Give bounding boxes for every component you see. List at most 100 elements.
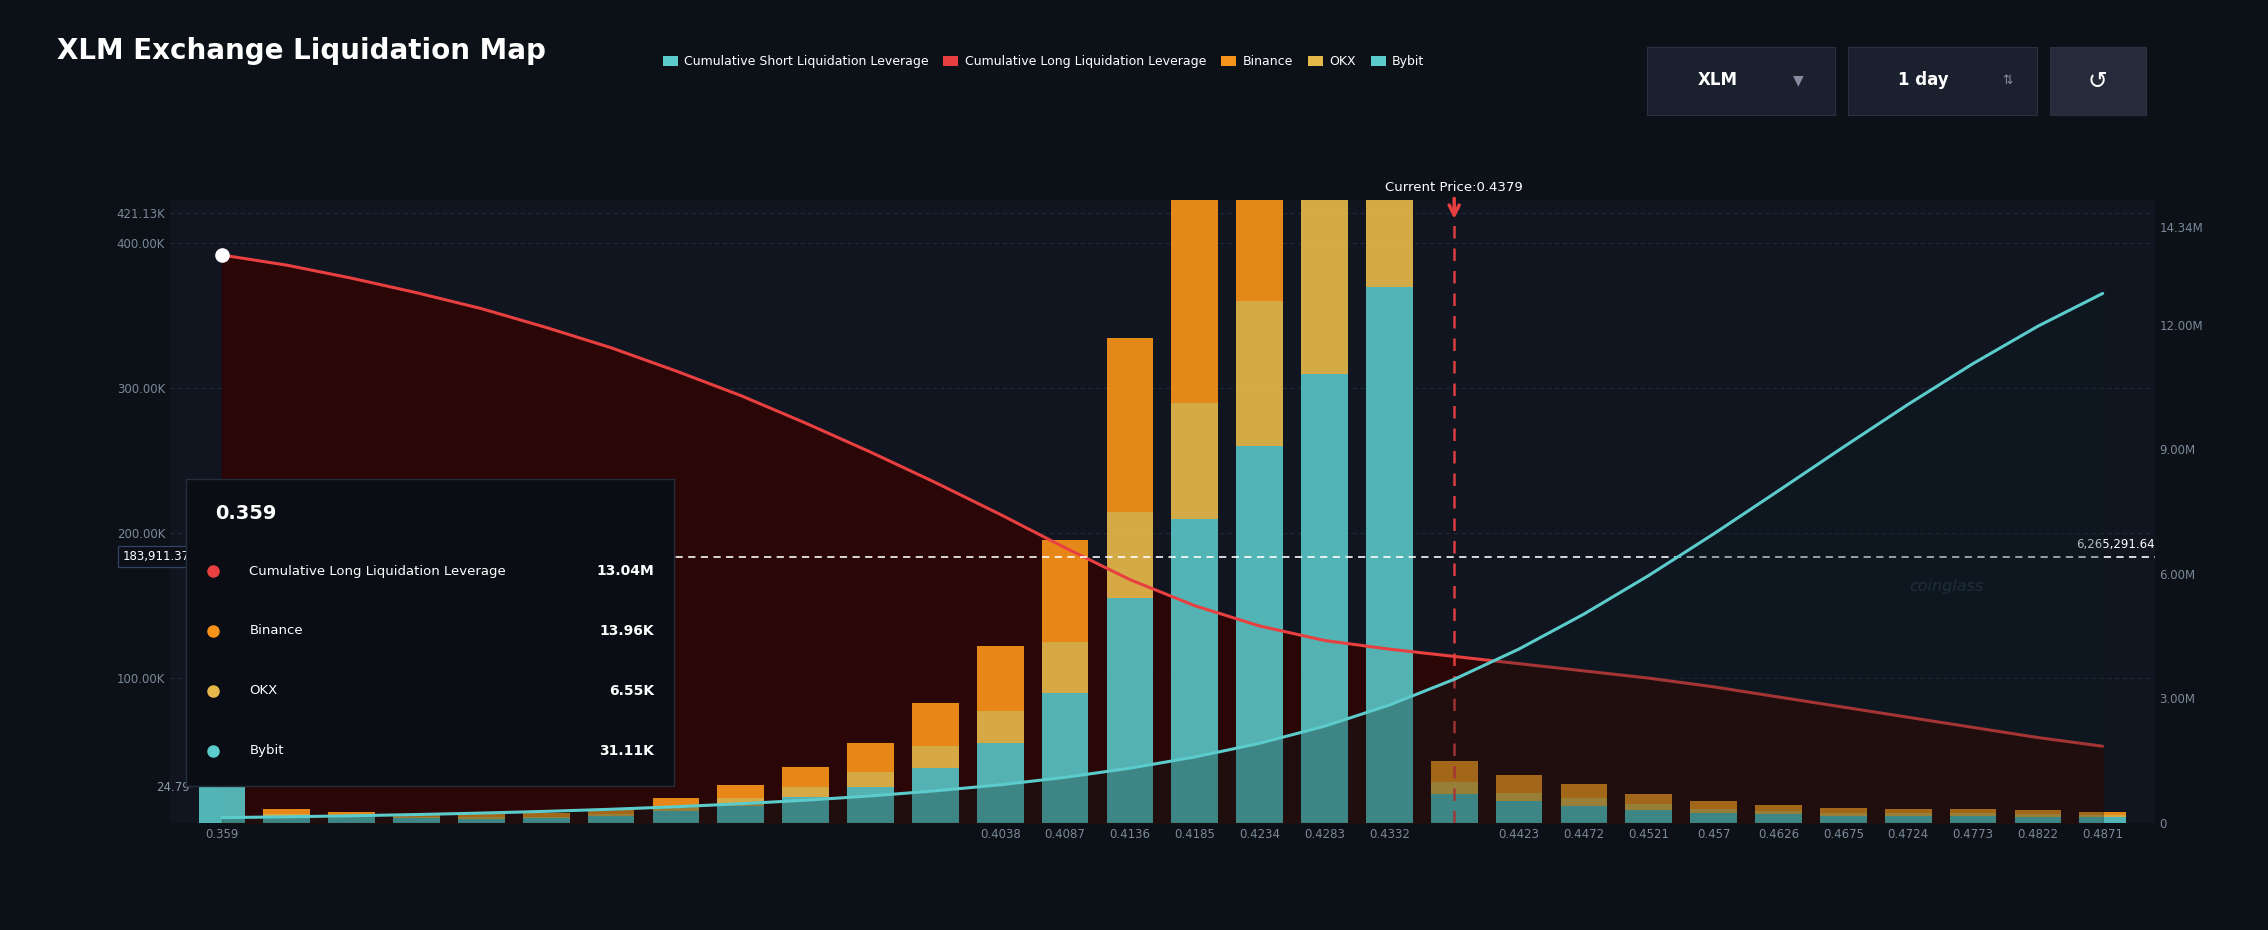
Bar xyxy=(1107,512,1152,598)
Bar xyxy=(848,787,894,823)
Bar xyxy=(2080,815,2125,817)
Bar xyxy=(1885,813,1932,816)
Bar xyxy=(1560,799,1608,805)
Text: Current Price:0.4379: Current Price:0.4379 xyxy=(1386,181,1524,194)
Bar xyxy=(1431,761,1476,782)
Bar xyxy=(1041,540,1089,642)
Bar xyxy=(329,812,374,816)
Bar xyxy=(848,772,894,787)
Bar xyxy=(1173,403,1218,519)
Bar xyxy=(329,817,374,823)
Text: Bybit: Bybit xyxy=(249,744,284,757)
Text: OKX: OKX xyxy=(249,684,277,698)
Text: ⇅: ⇅ xyxy=(2003,73,2014,86)
Text: 183,911.37: 183,911.37 xyxy=(122,550,191,563)
Bar xyxy=(1885,816,1932,823)
Bar xyxy=(1302,0,1347,200)
Bar xyxy=(2014,810,2062,814)
Bar xyxy=(1041,693,1089,823)
Bar xyxy=(458,815,506,817)
Bar xyxy=(1365,84,1413,286)
Bar xyxy=(1495,792,1542,802)
Text: coinglass: coinglass xyxy=(1910,578,1982,593)
Bar xyxy=(524,817,569,818)
Bar xyxy=(1626,794,1672,804)
Bar xyxy=(1690,808,1737,813)
Text: 13.04M: 13.04M xyxy=(596,564,653,578)
Bar xyxy=(1626,810,1672,823)
Bar xyxy=(200,768,245,778)
Bar xyxy=(392,814,440,817)
Bar xyxy=(1173,519,1218,823)
Bar xyxy=(392,817,440,818)
Bar xyxy=(392,818,440,823)
Bar xyxy=(458,817,506,818)
Bar xyxy=(2080,817,2125,823)
Bar xyxy=(1560,805,1608,823)
Legend: Cumulative Short Liquidation Leverage, Cumulative Long Liquidation Leverage, Bin: Cumulative Short Liquidation Leverage, C… xyxy=(658,50,1429,73)
Text: 6.55K: 6.55K xyxy=(610,684,653,698)
Bar xyxy=(1950,813,1996,816)
Bar xyxy=(978,743,1023,823)
Bar xyxy=(1236,301,1284,446)
Bar xyxy=(912,703,959,746)
Bar xyxy=(2014,817,2062,823)
Bar xyxy=(1560,784,1608,799)
Bar xyxy=(1041,642,1089,693)
Bar xyxy=(1431,794,1476,823)
Bar xyxy=(329,816,374,817)
Bar xyxy=(1755,811,1801,815)
Bar xyxy=(587,814,635,816)
Bar xyxy=(1819,808,1867,813)
Bar xyxy=(848,743,894,772)
Bar xyxy=(524,818,569,823)
Bar xyxy=(653,807,699,812)
Bar xyxy=(978,711,1023,743)
Bar xyxy=(912,768,959,823)
Bar xyxy=(653,812,699,823)
Bar xyxy=(2014,814,2062,817)
Text: XLM: XLM xyxy=(1699,71,1737,89)
Bar xyxy=(524,813,569,817)
Bar xyxy=(1236,446,1284,823)
Text: ▼: ▼ xyxy=(1794,73,1803,87)
Bar xyxy=(653,799,699,807)
Bar xyxy=(912,746,959,768)
Text: 1 day: 1 day xyxy=(1898,71,1948,89)
Bar xyxy=(717,805,764,823)
Bar xyxy=(1365,286,1413,823)
Bar xyxy=(1107,598,1152,823)
Bar xyxy=(1885,808,1932,813)
Bar xyxy=(200,778,245,823)
Bar xyxy=(1302,374,1347,823)
Bar xyxy=(1431,782,1476,794)
Text: XLM Exchange Liquidation Map: XLM Exchange Liquidation Map xyxy=(57,37,547,65)
Bar xyxy=(1236,11,1284,301)
Bar xyxy=(1495,776,1542,792)
Text: Binance: Binance xyxy=(249,624,304,637)
Bar xyxy=(200,749,245,768)
Bar xyxy=(2080,812,2125,815)
Bar xyxy=(1819,813,1867,816)
Bar xyxy=(1819,816,1867,823)
Bar xyxy=(1107,338,1152,512)
Bar xyxy=(1690,802,1737,808)
Bar xyxy=(458,818,506,823)
Text: Cumulative Long Liquidation Leverage: Cumulative Long Liquidation Leverage xyxy=(249,565,506,578)
Bar xyxy=(1495,802,1542,823)
Text: 24.79: 24.79 xyxy=(156,780,191,793)
Bar xyxy=(263,814,311,816)
Text: 0.359: 0.359 xyxy=(215,503,277,523)
Text: 31.11K: 31.11K xyxy=(599,744,653,758)
Bar xyxy=(587,816,635,823)
Bar xyxy=(1755,805,1801,811)
Bar xyxy=(1690,813,1737,823)
Bar xyxy=(1173,171,1218,403)
Bar xyxy=(1950,808,1996,813)
Text: ↺: ↺ xyxy=(2089,70,2107,93)
Bar xyxy=(1626,804,1672,810)
Text: 13.96K: 13.96K xyxy=(599,624,653,638)
Bar xyxy=(717,785,764,799)
Bar xyxy=(782,766,830,787)
Text: 6,265,291.64: 6,265,291.64 xyxy=(2075,538,2155,551)
